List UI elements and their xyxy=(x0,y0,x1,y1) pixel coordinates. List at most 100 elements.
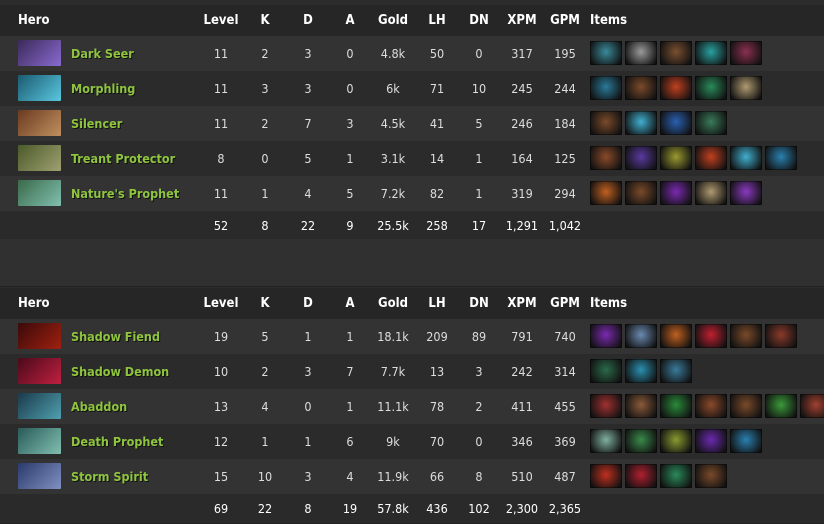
item-icon[interactable] xyxy=(590,394,622,418)
item-icon[interactable] xyxy=(765,394,797,418)
item-icon[interactable] xyxy=(590,359,622,383)
stat-lh: 13 xyxy=(429,364,445,379)
team-1-table: Hero Level K D A Gold LH DN XPM GPM Items Dark See… xyxy=(0,5,824,241)
stat-a: 6 xyxy=(346,434,354,449)
item-icon[interactable] xyxy=(625,359,657,383)
hero-name-link[interactable]: Nature's Prophet xyxy=(71,186,180,201)
stat-d: 5 xyxy=(304,151,312,166)
item-icon[interactable] xyxy=(625,111,657,135)
stat-a: 1 xyxy=(346,399,354,414)
header-dn: DN xyxy=(469,296,489,311)
item-icon[interactable] xyxy=(590,181,622,205)
header-dn: DN xyxy=(469,13,489,28)
player-row: Morphling 11 3 3 0 6k 71 10 245 244 xyxy=(0,71,824,106)
item-icon[interactable] xyxy=(660,359,692,383)
item-icon[interactable] xyxy=(660,41,692,65)
item-icon[interactable] xyxy=(660,181,692,205)
item-icon[interactable] xyxy=(695,464,727,488)
item-icon[interactable] xyxy=(660,464,692,488)
hero-avatar[interactable] xyxy=(18,463,61,489)
item-icon[interactable] xyxy=(625,394,657,418)
item-icon[interactable] xyxy=(590,324,622,348)
item-icon[interactable] xyxy=(660,394,692,418)
item-icon[interactable] xyxy=(660,111,692,135)
item-icon[interactable] xyxy=(695,394,727,418)
item-icon[interactable] xyxy=(730,181,762,205)
item-icon[interactable] xyxy=(625,429,657,453)
item-icon[interactable] xyxy=(660,324,692,348)
stat-dn: 0 xyxy=(475,434,483,449)
item-icon[interactable] xyxy=(730,324,762,348)
item-list xyxy=(590,429,762,453)
item-icon[interactable] xyxy=(660,429,692,453)
item-icon[interactable] xyxy=(625,76,657,100)
stat-gpm: 455 xyxy=(554,399,576,414)
hero-avatar[interactable] xyxy=(18,428,61,454)
hero-name-link[interactable]: Storm Spirit xyxy=(71,469,149,484)
item-icon[interactable] xyxy=(590,146,622,170)
item-icon[interactable] xyxy=(590,76,622,100)
stat-k: 5 xyxy=(261,329,269,344)
header-k: K xyxy=(260,296,270,311)
stat-dn: 2 xyxy=(475,399,483,414)
hero-avatar[interactable] xyxy=(18,75,61,101)
item-icon[interactable] xyxy=(730,41,762,65)
item-icon[interactable] xyxy=(695,324,727,348)
item-icon[interactable] xyxy=(625,146,657,170)
hero-avatar[interactable] xyxy=(18,145,61,171)
hero-avatar[interactable] xyxy=(18,358,61,384)
item-icon[interactable] xyxy=(625,464,657,488)
item-icon[interactable] xyxy=(695,146,727,170)
header-level: Level xyxy=(203,296,239,311)
item-icon[interactable] xyxy=(695,41,727,65)
hero-name-link[interactable]: Abaddon xyxy=(71,399,128,414)
total-xpm: 1,291 xyxy=(505,218,539,233)
hero-name-link[interactable]: Death Prophet xyxy=(71,434,164,449)
item-icon[interactable] xyxy=(695,76,727,100)
hero-avatar[interactable] xyxy=(18,393,61,419)
item-icon[interactable] xyxy=(695,181,727,205)
item-icon[interactable] xyxy=(765,146,797,170)
item-icon[interactable] xyxy=(695,111,727,135)
item-icon[interactable] xyxy=(625,41,657,65)
item-icon[interactable] xyxy=(625,324,657,348)
hero-name-link[interactable]: Dark Seer xyxy=(71,46,134,61)
item-list xyxy=(590,146,797,170)
item-icon[interactable] xyxy=(695,429,727,453)
hero-name-link[interactable]: Morphling xyxy=(71,81,136,96)
item-icon[interactable] xyxy=(800,394,824,418)
item-icon[interactable] xyxy=(730,429,762,453)
stat-a: 5 xyxy=(346,186,354,201)
hero-name-link[interactable]: Shadow Demon xyxy=(71,364,170,379)
hero-avatar[interactable] xyxy=(18,180,61,206)
hero-name-link[interactable]: Treant Protector xyxy=(71,151,176,166)
stat-gpm: 369 xyxy=(554,434,576,449)
total-k: 8 xyxy=(261,218,269,233)
item-icon[interactable] xyxy=(660,76,692,100)
item-icon[interactable] xyxy=(625,181,657,205)
item-icon[interactable] xyxy=(590,464,622,488)
item-icon[interactable] xyxy=(730,76,762,100)
hero-avatar[interactable] xyxy=(18,110,61,136)
stat-k: 4 xyxy=(261,399,269,414)
item-icon[interactable] xyxy=(590,41,622,65)
stat-d: 0 xyxy=(304,399,312,414)
player-row: Dark Seer 11 2 3 0 4.8k 50 0 317 195 xyxy=(0,36,824,71)
hero-avatar[interactable] xyxy=(18,323,61,349)
totals-row: 52 8 22 9 25.5k 258 17 1,291 1,042 xyxy=(0,211,824,241)
totals-row: 69 22 8 19 57.8k 436 102 2,300 2,365 xyxy=(0,494,824,524)
item-icon[interactable] xyxy=(730,394,762,418)
stat-k: 1 xyxy=(261,186,269,201)
item-icon[interactable] xyxy=(660,146,692,170)
item-icon[interactable] xyxy=(590,111,622,135)
stat-xpm: 791 xyxy=(511,329,533,344)
item-icon[interactable] xyxy=(730,146,762,170)
item-list xyxy=(590,394,824,418)
item-icon[interactable] xyxy=(765,324,797,348)
hero-avatar[interactable] xyxy=(18,40,61,66)
header-items: Items xyxy=(590,13,628,28)
hero-name-link[interactable]: Silencer xyxy=(71,116,123,131)
hero-name-link[interactable]: Shadow Fiend xyxy=(71,329,160,344)
item-list xyxy=(590,464,727,488)
item-icon[interactable] xyxy=(590,429,622,453)
